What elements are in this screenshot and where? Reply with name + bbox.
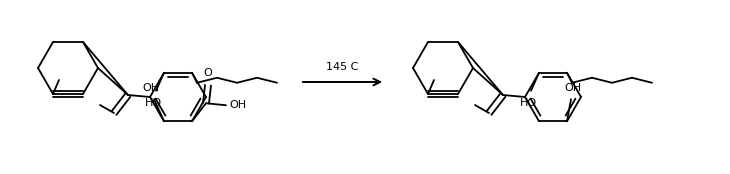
Text: OH: OH <box>229 100 246 110</box>
Text: OH: OH <box>142 83 160 93</box>
Text: HO: HO <box>145 98 161 108</box>
Text: O: O <box>204 68 212 78</box>
Text: 145 C: 145 C <box>326 62 358 72</box>
Text: HO: HO <box>520 98 537 108</box>
Text: OH: OH <box>564 83 582 93</box>
